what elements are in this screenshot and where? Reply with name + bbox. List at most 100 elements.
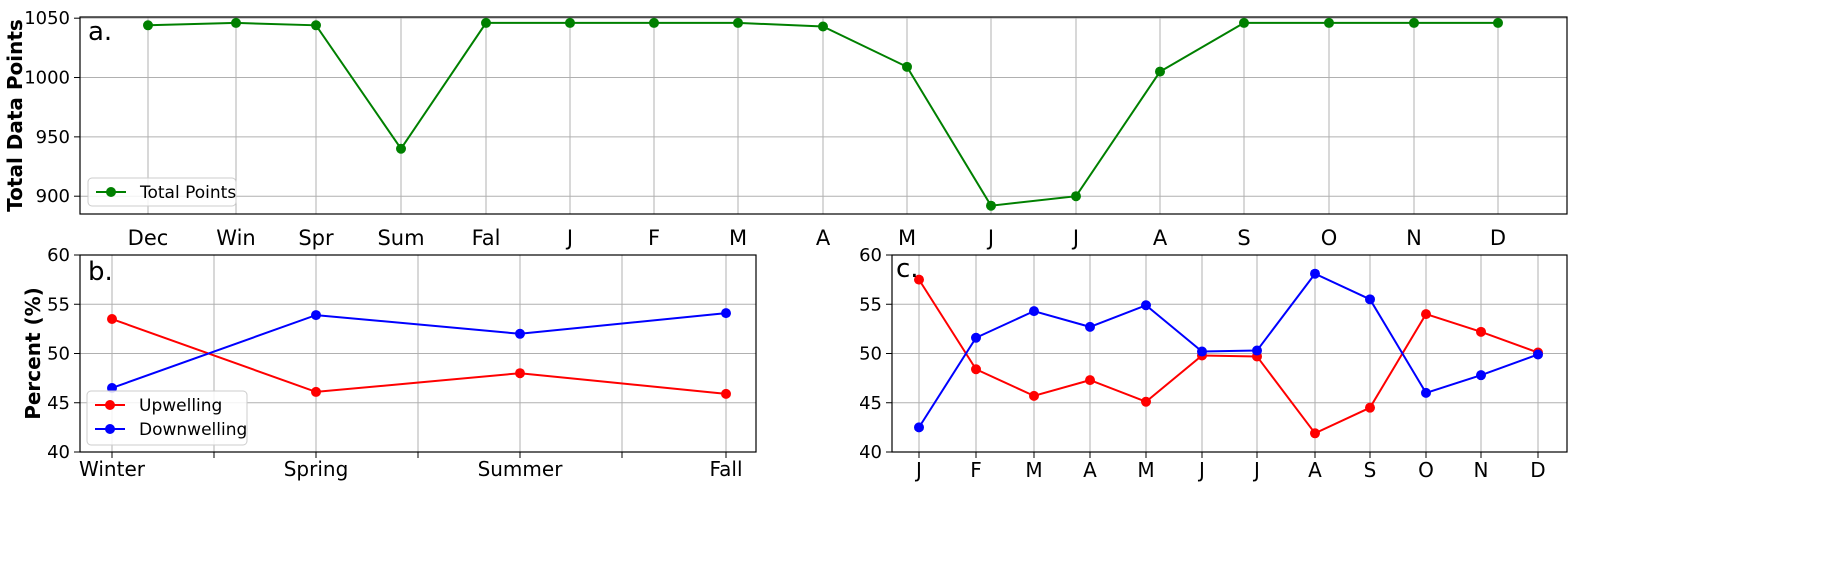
data-point-upwelling	[311, 386, 321, 397]
data-point-total-points	[481, 17, 491, 28]
x-tick-label: N	[1406, 226, 1422, 250]
x-tick-label: J	[1197, 458, 1205, 482]
x-tick-label: Sum	[377, 226, 424, 250]
x-tick-label: S	[1364, 458, 1377, 482]
data-point-downwelling	[1421, 387, 1431, 398]
x-tick-label: F	[648, 226, 660, 250]
x-tick-label: J	[986, 226, 994, 250]
x-tick-label: O	[1418, 458, 1434, 482]
y-axis-label: Percent (%)	[21, 287, 45, 420]
x-tick-label: Dec	[128, 226, 169, 250]
x-tick-label: Spr	[298, 226, 334, 250]
panel-a-total-points: 900 950 1000 1050 Dec Win Spr Sum Fal J F M A M J J A S O N…	[3, 8, 1568, 250]
data-point-total-points	[1493, 17, 1503, 28]
data-point-downwelling	[1533, 349, 1543, 360]
x-tick-label: Fal	[472, 226, 501, 250]
series-line-upwelling	[918, 279, 1539, 435]
x-tick-label: A	[816, 226, 831, 250]
series-upwelling	[107, 314, 731, 399]
panel-c-monthly-percent: 40 45 50 55 60 J F M A M J J A S O N Dc.	[859, 245, 1568, 482]
y-tick-label: 50	[47, 344, 70, 365]
x-tick-label: D	[1490, 226, 1506, 250]
legend-marker-downwelling	[105, 424, 115, 434]
data-point-downwelling	[1197, 346, 1207, 357]
data-point-downwelling	[107, 382, 117, 393]
y-tick-label: 40	[47, 442, 70, 463]
data-point-total-points	[1239, 17, 1249, 28]
x-tick-label: N	[1474, 458, 1489, 482]
legend: Total Points	[87, 177, 237, 207]
y-tick-label: 60	[47, 245, 70, 266]
data-point-total-points	[1155, 66, 1165, 77]
legend-marker-total-points	[106, 187, 116, 197]
data-point-total-points	[143, 20, 153, 31]
data-point-upwelling	[1310, 428, 1320, 439]
series-line-downwelling	[111, 312, 727, 389]
x-tick-label: D	[1530, 458, 1545, 482]
x-tick-label: J	[914, 458, 922, 482]
data-point-upwelling	[1365, 402, 1375, 413]
panel-b-seasonal-percent: 40 45 50 55 60 Winter Spring Summer Fall b. Percen…	[21, 245, 757, 481]
data-point-upwelling	[1476, 326, 1486, 337]
x-tick-label: J	[1071, 226, 1079, 250]
data-point-downwelling	[1141, 300, 1151, 311]
series-upwelling	[914, 274, 1543, 439]
data-point-total-points	[1409, 17, 1419, 28]
x-tick-label: S	[1237, 226, 1250, 250]
data-point-upwelling	[721, 388, 731, 399]
x-tick-label: A	[1083, 458, 1097, 482]
legend-label-upwelling: Upwelling	[139, 396, 222, 416]
y-tick-label: 900	[36, 186, 70, 207]
data-point-total-points	[1071, 191, 1081, 202]
y-tick-label: 1050	[24, 8, 70, 29]
data-point-total-points	[565, 17, 575, 28]
data-point-total-points	[231, 17, 241, 28]
data-point-total-points	[818, 21, 828, 32]
y-tick-label: 950	[36, 127, 70, 148]
x-tick-label: M	[729, 226, 747, 250]
data-point-downwelling	[1085, 321, 1095, 332]
data-point-total-points	[902, 61, 912, 72]
panel-label: a.	[88, 17, 112, 47]
data-point-downwelling	[721, 308, 731, 319]
x-tick-label: Summer	[478, 457, 564, 481]
data-point-total-points	[311, 20, 321, 31]
x-tick-label: Winter	[79, 457, 146, 481]
x-tick-label: Spring	[284, 457, 349, 481]
data-point-total-points	[1324, 17, 1334, 28]
x-tick-label: M	[1025, 458, 1042, 482]
x-tick-label: J	[565, 226, 573, 250]
data-point-downwelling	[1029, 306, 1039, 317]
legend-label-total-points: Total Points	[139, 183, 236, 203]
data-point-downwelling	[1252, 345, 1262, 356]
data-point-upwelling	[971, 364, 981, 375]
legend-label-downwelling: Downwelling	[139, 420, 247, 440]
data-point-total-points	[733, 17, 743, 28]
data-point-upwelling	[1421, 309, 1431, 320]
data-point-total-points	[396, 143, 406, 154]
x-tick-label: O	[1321, 226, 1338, 250]
data-point-downwelling	[515, 328, 525, 339]
x-tick-label: Win	[216, 226, 255, 250]
data-point-downwelling	[971, 332, 981, 343]
y-tick-label: 45	[859, 393, 882, 414]
y-tick-label: 55	[859, 294, 882, 315]
data-point-downwelling	[311, 310, 321, 321]
data-point-total-points	[649, 17, 659, 28]
series-line-downwelling	[918, 272, 1539, 428]
series-total-points	[143, 17, 1503, 211]
plot-frame	[79, 16, 1568, 215]
x-tick-label: A	[1308, 458, 1322, 482]
y-axis-label: Total Data Points	[3, 19, 27, 212]
x-tick-label: J	[1252, 458, 1260, 482]
panel-label: b.	[88, 257, 113, 287]
panel-label: c.	[896, 254, 919, 284]
plot-frame	[891, 254, 1568, 453]
y-tick-label: 45	[47, 393, 70, 414]
plot-frame	[79, 254, 757, 453]
legend-box	[87, 177, 237, 207]
legend-marker-upwelling	[105, 400, 115, 410]
y-tick-label: 1000	[24, 68, 70, 89]
series-downwelling	[107, 308, 731, 393]
